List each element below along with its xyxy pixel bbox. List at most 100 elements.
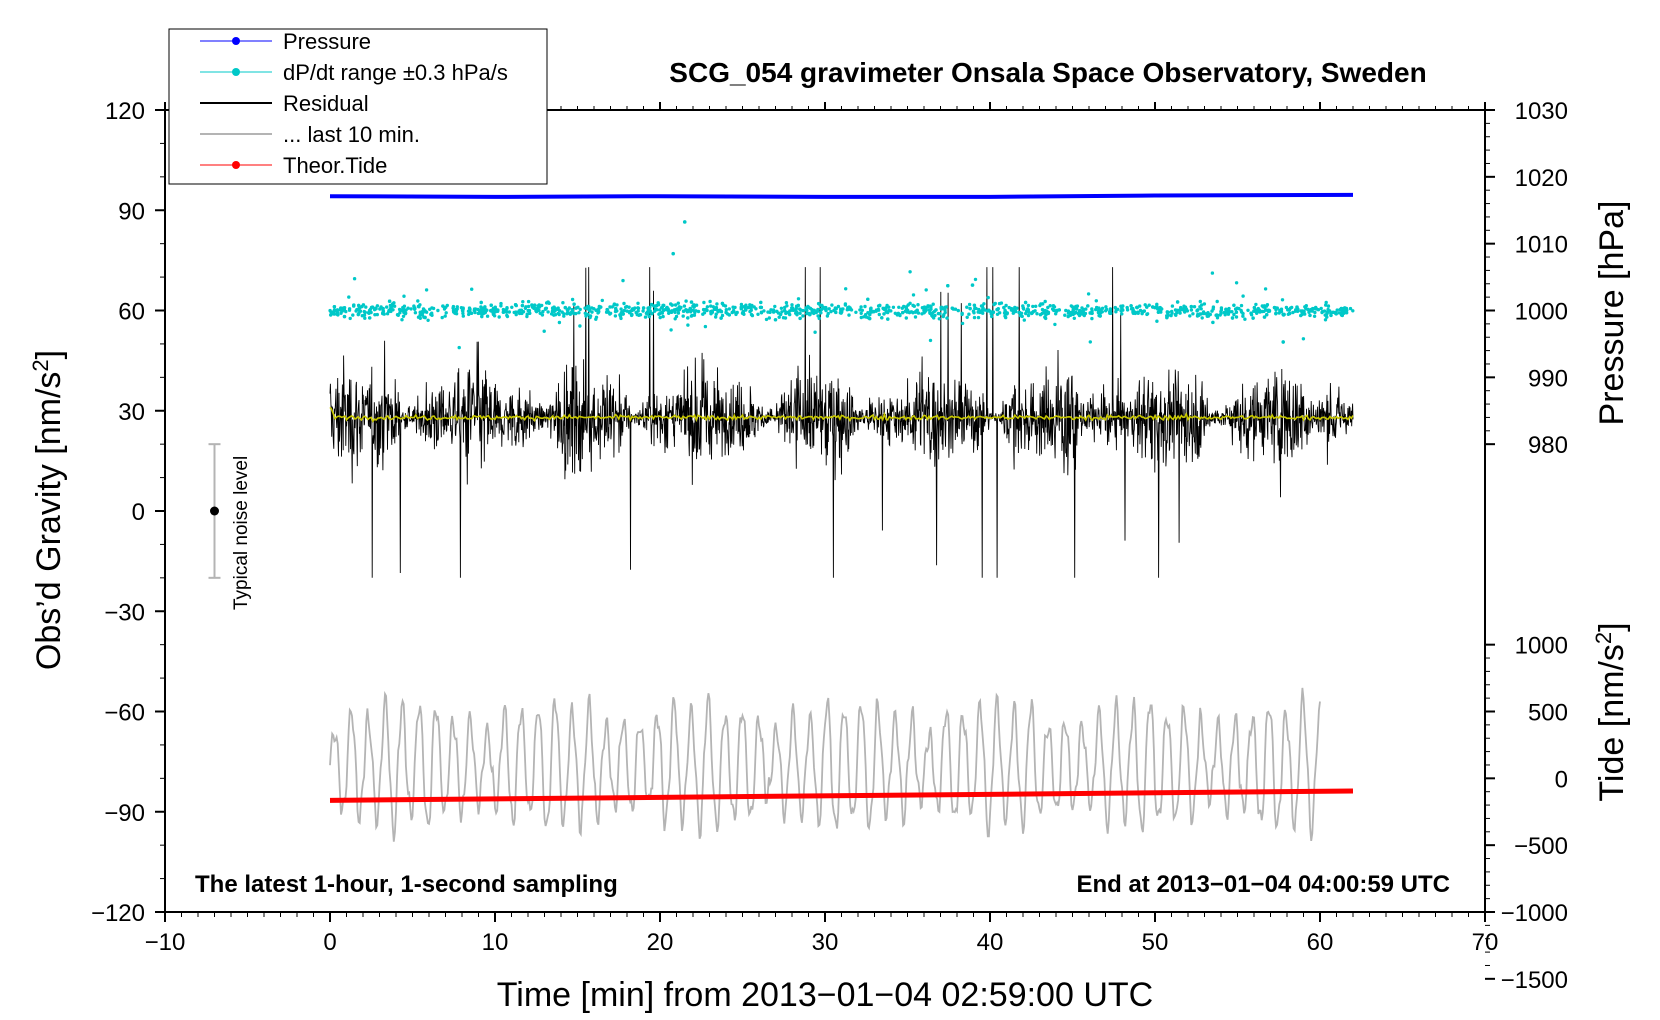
dpdt-point bbox=[588, 315, 592, 320]
dpdt-point bbox=[864, 315, 869, 319]
dpdt-point bbox=[518, 311, 522, 316]
dpdt-point bbox=[1192, 305, 1197, 309]
dpdt-point bbox=[844, 287, 848, 291]
dpdt-point bbox=[332, 305, 337, 309]
dpdt-point bbox=[808, 312, 812, 317]
dpdt-point bbox=[907, 310, 912, 315]
dpdt-point bbox=[708, 299, 712, 304]
dpdt-point bbox=[1026, 303, 1031, 308]
dpdt-point bbox=[972, 303, 977, 307]
dpdt-point bbox=[658, 315, 662, 320]
dpdt-point bbox=[390, 304, 395, 308]
dpdt-point bbox=[355, 307, 359, 312]
dpdt-point bbox=[457, 345, 461, 350]
dpdt-point bbox=[1280, 298, 1285, 302]
dpdt-point bbox=[636, 306, 640, 310]
dpdt-point bbox=[942, 313, 946, 317]
dpdt-point bbox=[1202, 302, 1207, 306]
dpdt-point bbox=[381, 311, 385, 316]
dpdt-point bbox=[1157, 307, 1161, 311]
dpdt-point bbox=[825, 314, 830, 318]
y-tick-label: −30 bbox=[104, 599, 145, 626]
dpdt-point bbox=[1308, 313, 1312, 318]
dpdt-point bbox=[570, 297, 575, 302]
dpdt-point bbox=[1265, 303, 1270, 307]
dpdt-point bbox=[1074, 307, 1079, 311]
dpdt-point bbox=[1046, 305, 1050, 310]
dpdt-point bbox=[900, 306, 904, 310]
dpdt-point bbox=[790, 303, 794, 307]
dpdt-point bbox=[727, 307, 731, 311]
dpdt-point bbox=[688, 307, 693, 311]
dpdt-point bbox=[669, 328, 673, 332]
dpdt-point bbox=[911, 293, 916, 297]
dpdt-point bbox=[1241, 311, 1245, 316]
dpdt-point bbox=[916, 303, 920, 307]
dpdt-point bbox=[507, 310, 511, 314]
dpdt-point bbox=[533, 303, 537, 307]
dpdt-point bbox=[357, 303, 361, 308]
dpdt-point bbox=[1064, 308, 1068, 313]
dpdt-point bbox=[489, 308, 493, 313]
dpdt-point bbox=[1191, 312, 1195, 316]
dpdt-point bbox=[1310, 307, 1314, 312]
dpdt-point bbox=[556, 311, 560, 316]
dpdt-point bbox=[880, 316, 884, 320]
pressure-tick-label: 1010 bbox=[1515, 232, 1568, 259]
dpdt-point bbox=[1155, 302, 1159, 306]
dpdt-point bbox=[754, 307, 758, 311]
dpdt-point bbox=[636, 301, 640, 305]
dpdt-point bbox=[847, 313, 851, 317]
dpdt-point bbox=[1210, 271, 1215, 275]
dpdt-point bbox=[370, 305, 375, 309]
dpdt-point bbox=[1035, 312, 1039, 316]
dpdt-point bbox=[655, 303, 659, 308]
dpdt-point bbox=[689, 310, 693, 314]
dpdt-point bbox=[916, 311, 921, 315]
legend-label: dP/dt range ±0.3 hPa/s bbox=[283, 60, 508, 85]
dpdt-point bbox=[481, 311, 485, 315]
dpdt-point bbox=[813, 330, 817, 334]
dpdt-point bbox=[877, 312, 881, 317]
dpdt-point bbox=[911, 310, 915, 315]
dpdt-point bbox=[734, 312, 738, 317]
dpdt-point bbox=[340, 309, 344, 313]
dpdt-point bbox=[491, 312, 496, 317]
dpdt-point bbox=[599, 305, 603, 309]
dpdt-point bbox=[724, 308, 728, 312]
dpdt-point bbox=[479, 300, 483, 305]
dpdt-point bbox=[662, 303, 666, 308]
dpdt-point bbox=[1234, 315, 1239, 319]
dpdt-point bbox=[1040, 311, 1044, 316]
dpdt-point bbox=[946, 284, 950, 288]
dpdt-point bbox=[1120, 312, 1124, 316]
dpdt-point bbox=[937, 317, 941, 321]
dpdt-point bbox=[1232, 303, 1236, 307]
dpdt-point bbox=[1329, 313, 1333, 318]
dpdt-point bbox=[574, 311, 578, 316]
dpdt-point bbox=[976, 315, 981, 320]
dpdt-point bbox=[381, 306, 385, 311]
dpdt-point bbox=[1281, 340, 1285, 344]
dpdt-point bbox=[928, 338, 933, 343]
noise-bar-center bbox=[210, 506, 219, 516]
dpdt-point bbox=[1108, 307, 1113, 311]
x-tick-label: 30 bbox=[812, 929, 839, 956]
dpdt-point bbox=[790, 308, 794, 312]
dpdt-point bbox=[454, 308, 459, 312]
dpdt-point bbox=[692, 305, 696, 309]
dpdt-point bbox=[1147, 303, 1151, 307]
dpdt-point bbox=[1021, 306, 1025, 310]
dpdt-point bbox=[489, 303, 493, 307]
dpdt-point bbox=[1211, 320, 1215, 325]
dpdt-point bbox=[461, 306, 465, 310]
dpdt-point bbox=[1344, 308, 1349, 312]
dpdt-point bbox=[719, 316, 723, 320]
dpdt-point bbox=[1306, 307, 1310, 312]
dpdt-point bbox=[1116, 307, 1120, 311]
dpdt-point bbox=[1090, 316, 1094, 321]
dpdt-point bbox=[1278, 308, 1282, 312]
dpdt-point bbox=[670, 303, 674, 307]
dpdt-point bbox=[759, 300, 763, 305]
dpdt-point bbox=[1080, 306, 1084, 310]
